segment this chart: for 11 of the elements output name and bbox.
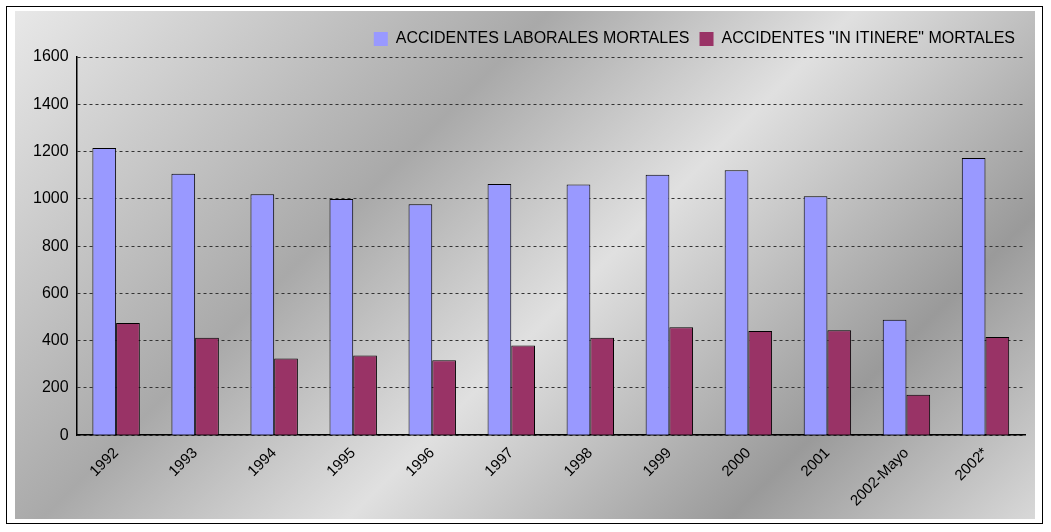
y-tick-label: 1400	[33, 94, 69, 112]
legend-label: ACCIDENTES LABORALES MORTALES	[395, 29, 690, 47]
y-tick-label: 200	[41, 378, 69, 396]
y-tick-label: 400	[41, 331, 69, 349]
y-tick-label: 1000	[33, 189, 69, 207]
y-tick-label: 600	[41, 283, 69, 301]
y-tick-label: 1200	[33, 141, 69, 159]
y-tick-label: 0	[59, 425, 69, 443]
y-tick-label: 800	[41, 236, 69, 254]
y-tick-label: 1600	[33, 47, 69, 65]
legend-label: ACCIDENTES "IN ITINERE" MORTALES	[721, 29, 1016, 47]
